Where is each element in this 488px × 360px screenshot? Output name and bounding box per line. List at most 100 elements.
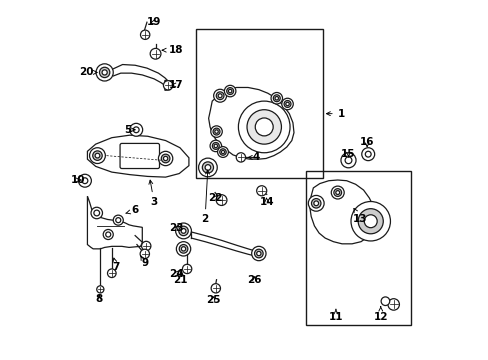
Text: 20: 20	[79, 67, 97, 77]
Circle shape	[226, 87, 233, 95]
Circle shape	[251, 246, 265, 261]
Circle shape	[361, 148, 374, 161]
Text: 4: 4	[248, 152, 259, 162]
Circle shape	[380, 297, 389, 306]
Text: 13: 13	[352, 208, 366, 224]
Circle shape	[113, 215, 123, 225]
Circle shape	[142, 241, 151, 251]
Text: 7: 7	[112, 258, 120, 272]
Circle shape	[179, 226, 188, 236]
Circle shape	[330, 186, 344, 199]
Circle shape	[78, 174, 91, 187]
Circle shape	[255, 118, 273, 136]
Text: 11: 11	[328, 309, 343, 322]
Circle shape	[228, 89, 231, 93]
Circle shape	[102, 70, 107, 75]
Circle shape	[97, 286, 104, 293]
Text: 15: 15	[341, 149, 355, 159]
Text: 1: 1	[326, 109, 344, 119]
Circle shape	[256, 251, 261, 256]
Circle shape	[82, 178, 88, 184]
Circle shape	[219, 149, 226, 155]
Circle shape	[140, 249, 149, 258]
Text: 22: 22	[207, 193, 222, 203]
Circle shape	[270, 93, 282, 104]
Text: 25: 25	[205, 295, 220, 305]
Circle shape	[140, 30, 149, 40]
Circle shape	[273, 95, 280, 102]
Circle shape	[224, 85, 235, 97]
Text: 2: 2	[201, 170, 209, 224]
Circle shape	[214, 144, 217, 148]
Circle shape	[216, 92, 224, 100]
Circle shape	[364, 215, 376, 228]
Circle shape	[211, 284, 220, 293]
Circle shape	[161, 154, 169, 163]
Polygon shape	[309, 180, 376, 244]
Circle shape	[333, 189, 341, 197]
Circle shape	[281, 98, 293, 110]
Circle shape	[175, 223, 191, 239]
Polygon shape	[164, 80, 171, 90]
Text: 26: 26	[247, 275, 261, 285]
Circle shape	[91, 207, 102, 219]
Circle shape	[285, 102, 289, 106]
Circle shape	[198, 158, 217, 177]
Polygon shape	[208, 87, 293, 159]
Circle shape	[182, 264, 191, 274]
Text: 21: 21	[173, 271, 187, 285]
Text: 17: 17	[169, 80, 183, 90]
Circle shape	[274, 96, 278, 100]
Circle shape	[311, 199, 320, 208]
Circle shape	[365, 151, 370, 157]
Circle shape	[335, 190, 339, 194]
Circle shape	[210, 126, 222, 137]
Circle shape	[204, 165, 210, 170]
Text: 23: 23	[169, 224, 183, 233]
Circle shape	[213, 128, 220, 135]
Circle shape	[107, 269, 116, 278]
Circle shape	[89, 148, 105, 163]
Circle shape	[94, 210, 100, 216]
Text: 10: 10	[70, 175, 85, 185]
Circle shape	[133, 127, 139, 133]
Circle shape	[93, 151, 102, 160]
Circle shape	[176, 242, 190, 256]
Circle shape	[246, 110, 281, 144]
Circle shape	[313, 201, 318, 206]
Circle shape	[350, 202, 389, 241]
Circle shape	[105, 232, 110, 237]
Circle shape	[212, 143, 219, 149]
Circle shape	[357, 209, 383, 234]
Bar	[305, 171, 410, 325]
Circle shape	[129, 123, 142, 136]
Circle shape	[216, 195, 226, 206]
Text: 3: 3	[149, 180, 158, 207]
Circle shape	[202, 162, 213, 173]
Text: 16: 16	[359, 138, 374, 147]
Circle shape	[340, 153, 355, 168]
Text: 19: 19	[146, 17, 161, 27]
Circle shape	[163, 156, 167, 161]
Circle shape	[103, 229, 113, 239]
Circle shape	[96, 64, 113, 81]
Circle shape	[256, 186, 266, 196]
Circle shape	[218, 94, 222, 98]
Polygon shape	[87, 135, 188, 177]
Circle shape	[217, 147, 228, 157]
Circle shape	[158, 151, 172, 166]
FancyBboxPatch shape	[120, 143, 159, 168]
Text: 9: 9	[140, 255, 148, 268]
Circle shape	[221, 150, 224, 154]
Circle shape	[345, 157, 351, 164]
Circle shape	[236, 153, 245, 162]
Circle shape	[95, 153, 100, 158]
Circle shape	[181, 229, 185, 233]
Circle shape	[163, 81, 172, 90]
Circle shape	[150, 48, 161, 59]
Bar	[196, 30, 323, 178]
Text: 6: 6	[126, 206, 139, 216]
Circle shape	[213, 89, 226, 102]
Circle shape	[116, 218, 121, 223]
Circle shape	[284, 100, 290, 107]
